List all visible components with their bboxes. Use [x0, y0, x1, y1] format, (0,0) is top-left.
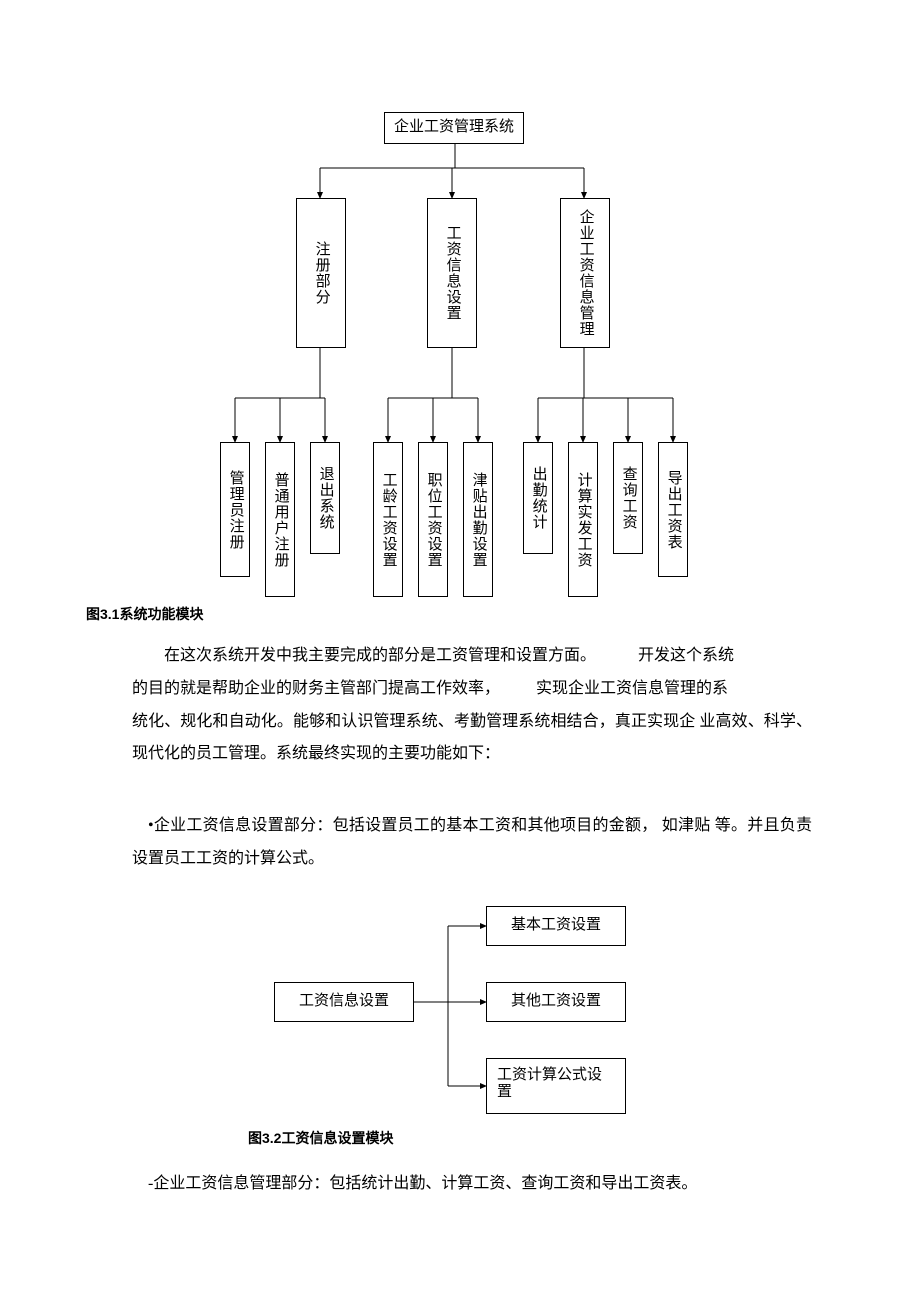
d2-r2: 其他工资设置	[486, 982, 626, 1022]
p1-l1: 在这次系统开发中我主要完成的部分是工资管理和设置方面。	[164, 647, 596, 664]
d2-left: 工资信息设置	[274, 982, 414, 1022]
p1-l2t: 实现企业工资信息管理的系	[536, 680, 728, 697]
d2-r3: 工资计算公式设置	[486, 1058, 626, 1114]
d2-r1: 基本工资设置	[486, 906, 626, 946]
d2-caption: 图3.2工资信息设置模块	[248, 1128, 393, 1148]
p2-text: •企业工资信息设置部分：包括设置员工的基本工资和其他项目的金额， 如津贴 等。并…	[132, 817, 812, 867]
d1-leaf-user-reg: 普通用户注册	[265, 442, 295, 597]
p1-l2: 的目的就是帮助企业的财务主管部门提高工作效率，	[132, 680, 500, 697]
d1-leaf-admin-reg: 管理员注册	[220, 442, 250, 577]
paragraph-2: •企业工资信息设置部分：包括设置员工的基本工资和其他项目的金额， 如津贴 等。并…	[132, 810, 812, 876]
d1-leaf-seniority: 工龄工资设置	[373, 442, 403, 597]
d1-caption: 图3.1系统功能模块	[86, 604, 203, 624]
d1-leaf-query: 查询工资	[613, 442, 643, 554]
d1-mid-salary-settings: 工资信息设置	[427, 198, 477, 348]
p3-text: -企业工资信息管理部分：包括统计出勤、计算工资、查询工资和导出工资表。	[148, 1175, 697, 1192]
d1-mid-salary-manage: 企业工资信息管理	[560, 198, 610, 348]
d1-leaf-position: 职位工资设置	[418, 442, 448, 597]
d1-leaf-export: 导出工资表	[658, 442, 688, 577]
d1-leaf-allowance: 津贴出勤设置	[463, 442, 493, 597]
d2-connectors	[0, 900, 920, 1100]
d1-mid-register: 注册部分	[296, 198, 346, 348]
d1-root: 企业工资管理系统	[384, 112, 524, 144]
d1-leaf-exit: 退出系统	[310, 442, 340, 554]
p1-rest: 统化、规化和自动化。能够和认识管理系统、考勤管理系统相结合，真正实现企 业高效、…	[132, 713, 812, 763]
p1-l1t: 开发这个系统	[638, 647, 734, 664]
paragraph-3: -企业工资信息管理部分：包括统计出勤、计算工资、查询工资和导出工资表。	[132, 1168, 812, 1201]
d1-leaf-calc: 计算实发工资	[568, 442, 598, 597]
d1-leaf-attendance: 出勤统计	[523, 442, 553, 554]
paragraph-1: 在这次系统开发中我主要完成的部分是工资管理和设置方面。 开发这个系统 的目的就是…	[132, 640, 812, 771]
